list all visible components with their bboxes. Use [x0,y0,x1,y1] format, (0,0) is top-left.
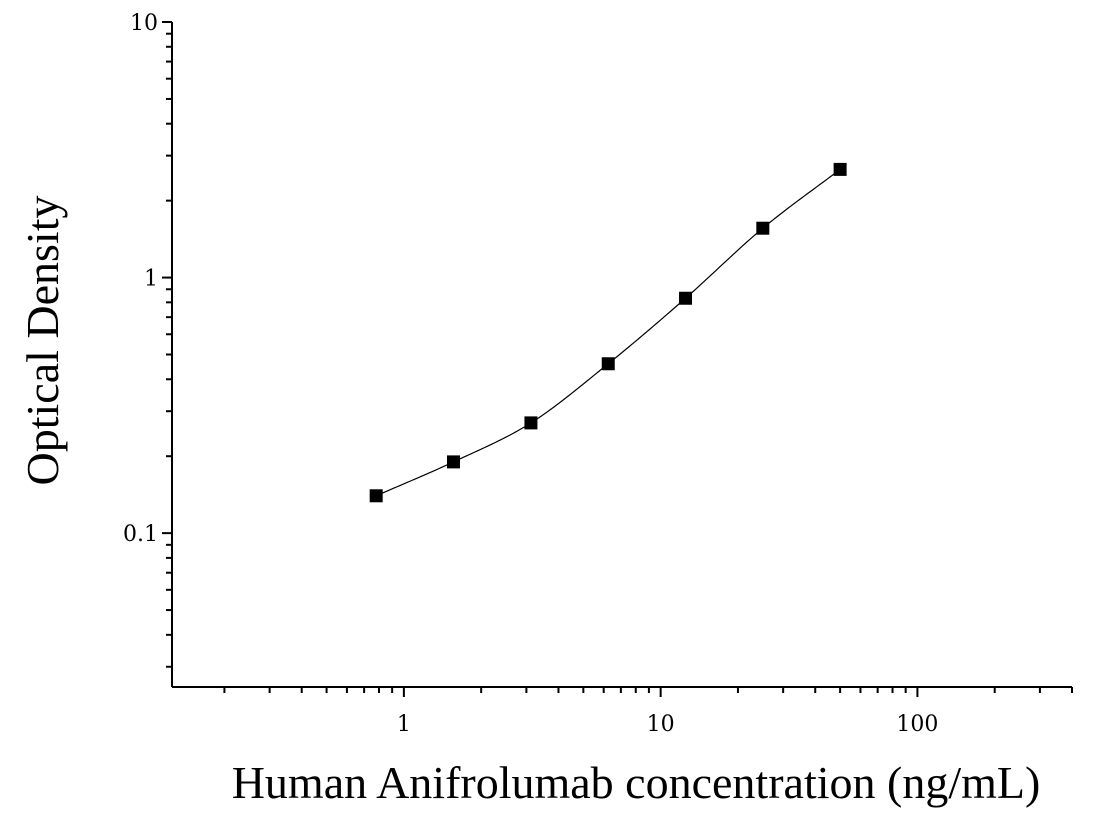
x-axis-title: Human Anifrolumab concentration (ng/mL) [232,757,1041,808]
data-point [369,489,383,503]
data-point [446,455,460,469]
x-tick-label-1: 1 [397,712,411,737]
y-axis-title: Optical Density [17,196,68,486]
y-tick-label-10: 10 [130,11,158,36]
axes [171,22,1072,688]
data-point [833,162,847,176]
data-point [756,221,770,235]
x-tick-label-10: 10 [647,712,675,737]
data-point [524,416,538,430]
data-points [369,162,847,503]
data-point [679,291,693,305]
tick-labels: 1 10 100 0.1 1 10 [123,11,938,737]
ticks [162,21,1073,697]
y-tick-label-1: 1 [144,267,158,292]
fit-curve [375,168,841,497]
data-point [601,357,615,371]
y-tick-label-0.1: 0.1 [123,522,158,547]
x-tick-label-100: 100 [896,712,938,737]
